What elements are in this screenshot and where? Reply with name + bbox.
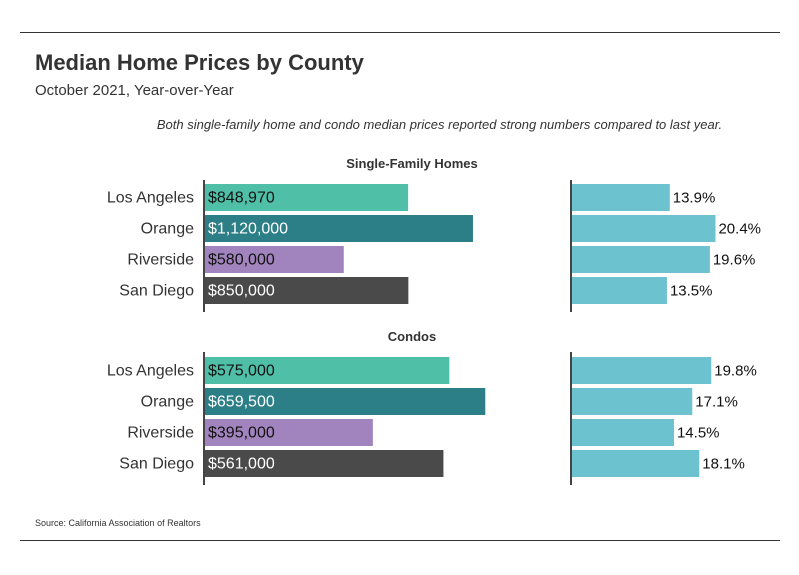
- category-label: Riverside: [127, 425, 194, 442]
- category-label: Riverside: [127, 252, 194, 269]
- change-label: 20.4%: [718, 221, 761, 238]
- change-label: 19.6%: [713, 252, 756, 269]
- source-note: Source: California Association of Realto…: [35, 518, 201, 528]
- change-bar: [572, 388, 693, 415]
- price-bar: [205, 388, 486, 415]
- change-label: 19.8%: [714, 363, 757, 380]
- chart-title: Median Home Prices by County: [35, 50, 364, 75]
- chart-subtitle: October 2021, Year-over-Year: [35, 82, 234, 99]
- price-label: $848,970: [208, 190, 275, 207]
- price-bar: [205, 277, 409, 304]
- price-bar: [205, 419, 373, 446]
- price-label: $575,000: [208, 363, 275, 380]
- category-label: San Diego: [119, 456, 194, 473]
- change-bar: [572, 246, 710, 273]
- change-bar: [572, 357, 712, 384]
- price-label: $561,000: [208, 456, 275, 473]
- category-label: San Diego: [119, 283, 194, 300]
- price-bar: [205, 215, 473, 242]
- price-bar: [205, 184, 409, 211]
- price-bar: [205, 246, 344, 273]
- group-header-0: Single-Family Homes: [346, 156, 477, 171]
- category-label: Orange: [141, 394, 194, 411]
- chart-annotation: Both single-family home and condo median…: [156, 117, 723, 132]
- price-label: $850,000: [208, 283, 275, 300]
- change-label: 18.1%: [702, 456, 745, 473]
- change-label: 14.5%: [677, 425, 720, 442]
- category-label: Orange: [141, 221, 194, 238]
- change-label: 13.5%: [670, 283, 713, 300]
- change-bar: [572, 419, 674, 446]
- price-bar: [205, 357, 450, 384]
- change-bar: [572, 450, 700, 477]
- price-bar: [205, 450, 444, 477]
- category-label: Los Angeles: [107, 363, 194, 380]
- price-label: $659,500: [208, 394, 275, 411]
- bottom-rule: [20, 540, 780, 541]
- price-label: $395,000: [208, 425, 275, 442]
- change-label: 13.9%: [673, 190, 716, 207]
- category-label: Los Angeles: [107, 190, 194, 207]
- price-label: $1,120,000: [208, 221, 288, 238]
- group-header-1: Condos: [388, 329, 436, 344]
- change-bar: [572, 215, 716, 242]
- change-label: 17.1%: [695, 394, 738, 411]
- change-bar: [572, 184, 670, 211]
- top-rule: [20, 32, 780, 33]
- price-label: $580,000: [208, 252, 275, 269]
- change-bar: [572, 277, 667, 304]
